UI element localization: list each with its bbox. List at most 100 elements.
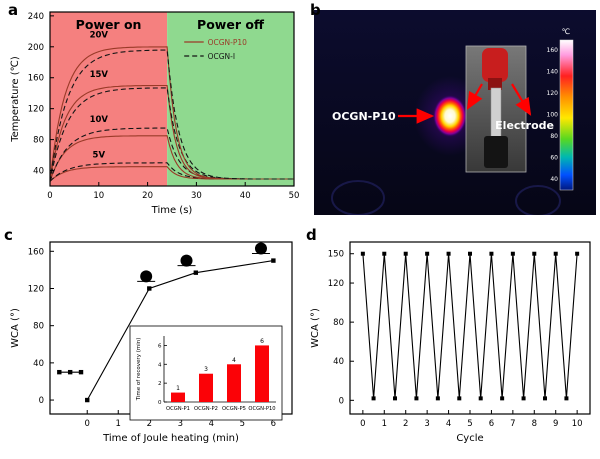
svg-text:2: 2 (147, 419, 152, 429)
colorbar-unit: ℃ (562, 27, 570, 36)
svg-text:240: 240 (28, 12, 44, 22)
background-hole-left (331, 180, 385, 215)
svg-text:4: 4 (158, 362, 162, 368)
colorbar-tick: 160 (547, 47, 559, 54)
svg-text:1: 1 (116, 419, 121, 429)
data-point (403, 251, 408, 256)
x-axis-label: Time of Joule heating (min) (102, 433, 239, 444)
svg-text:160: 160 (28, 247, 44, 257)
series-ocgn-p10-20v (49, 46, 294, 182)
panel-d-chart: 0 1 2 3 4 5 6 7 8 9 10 0 40 80 120 150 Cycle WCA (°) (310, 241, 591, 444)
svg-text:6: 6 (271, 419, 276, 429)
data-point (147, 286, 152, 291)
svg-text:5: 5 (467, 419, 472, 429)
colorbar-ticks: 160 140 120 100 80 60 40 (547, 47, 559, 183)
data-point (457, 396, 462, 401)
svg-text:0: 0 (39, 396, 44, 406)
svg-text:80: 80 (33, 322, 44, 332)
data-point (510, 251, 515, 256)
colorbar-tick: 60 (550, 155, 558, 162)
voltage-label: 15V (90, 70, 109, 80)
data-point (500, 396, 505, 401)
series-ocgn-i-20v (49, 49, 294, 182)
colorbar-tick: 80 (550, 133, 558, 140)
droplet-icon (140, 270, 153, 283)
x-axis-label: Cycle (456, 433, 483, 444)
svg-text:6: 6 (158, 343, 162, 349)
inset-category-label: OCGN-P10 (248, 406, 275, 412)
inset-category-label: OCGN-P2 (194, 406, 218, 412)
svg-text:80: 80 (333, 318, 344, 328)
inset-category-label: OCGN-P5 (222, 406, 246, 412)
data-point (57, 369, 62, 375)
colorbar-tick: 100 (547, 112, 559, 119)
svg-text:1: 1 (382, 419, 387, 429)
data-point (271, 258, 276, 263)
data-point (521, 396, 526, 401)
lower-clamp (484, 136, 508, 168)
svg-text:7: 7 (510, 419, 515, 429)
svg-text:4: 4 (209, 419, 214, 429)
droplet-icon (180, 254, 193, 267)
axes-box (349, 241, 591, 415)
svg-text:30: 30 (191, 191, 202, 201)
svg-text:20: 20 (142, 191, 153, 201)
data-point (575, 251, 580, 256)
colorbar-tick: 120 (547, 90, 559, 97)
svg-text:0: 0 (339, 396, 344, 406)
electrode-photo (465, 45, 527, 173)
data-point (78, 369, 84, 375)
svg-text:10: 10 (572, 419, 583, 429)
x-axis-label: Time (s) (151, 205, 193, 216)
panel-a-letter: a (8, 1, 19, 19)
sample-label: OCGN-P10 (332, 110, 396, 123)
voltage-label: 5V (93, 150, 106, 160)
svg-text:40: 40 (33, 167, 44, 177)
y-axis-label: WCA (°) (310, 308, 321, 348)
data-point (478, 396, 483, 401)
data-point (193, 270, 199, 275)
svg-text:150: 150 (328, 250, 344, 260)
data-point (67, 369, 73, 375)
data-point (564, 396, 569, 401)
data-point (360, 251, 365, 256)
series-after-heating (86, 260, 274, 401)
inset-bar-value: 1 (176, 385, 180, 392)
svg-text:0: 0 (158, 400, 162, 406)
region-power-on (50, 12, 168, 186)
colorbar-tick: 140 (547, 69, 559, 76)
panel-d-letter: d (306, 226, 317, 244)
panel-a-chart: Power on Power off 5V 10V 15V 20V OCGN-P10 OCGN… (10, 11, 299, 216)
metal-strip (490, 87, 502, 141)
inset-bar-value: 3 (204, 366, 208, 373)
svg-text:2: 2 (158, 381, 162, 387)
clamp-handle (482, 48, 508, 82)
clamp-jaw (488, 78, 502, 90)
inset-bar (171, 392, 185, 402)
arrow-photo-to-spot (466, 83, 483, 110)
legend-label: OCGN-I (208, 52, 235, 61)
svg-text:40: 40 (33, 359, 44, 369)
svg-text:80: 80 (33, 136, 44, 146)
voltage-label: 20V (90, 31, 109, 41)
inset-y-axis-label: Time of recovery (min) (136, 338, 142, 402)
svg-text:120: 120 (28, 105, 44, 115)
svg-text:9: 9 (553, 419, 558, 429)
inset-bar-value: 6 (260, 338, 264, 345)
data-point (85, 397, 90, 403)
electrode-label: Electrode (495, 119, 554, 132)
svg-text:8: 8 (532, 419, 537, 429)
data-point (553, 251, 558, 256)
svg-text:40: 40 (240, 191, 251, 201)
inset-category-label: OCGN-P1 (166, 406, 190, 412)
axes-box (49, 11, 295, 187)
data-point (425, 251, 430, 256)
data-point (489, 251, 494, 256)
data-point (382, 251, 387, 256)
inset-bar (199, 373, 213, 402)
svg-text:200: 200 (28, 43, 44, 53)
inset-bar-value: 4 (232, 357, 236, 364)
svg-text:0: 0 (360, 419, 365, 429)
panel-b-letter: b (310, 1, 321, 19)
